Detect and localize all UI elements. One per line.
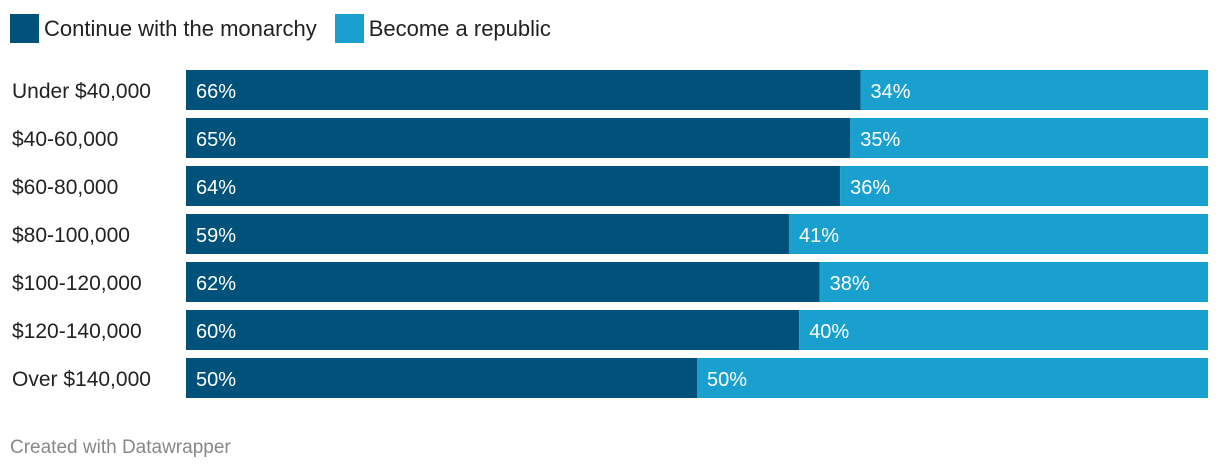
value-label-republic-60-80-000: 36% [850, 177, 890, 199]
chart-legend: Continue with the monarchy Become a repu… [10, 13, 569, 43]
bar-monarchy-40-60-000 [186, 118, 851, 158]
value-label-monarchy-over-140-000: 50% [196, 369, 236, 391]
bar-republic-60-80-000 [840, 166, 1208, 206]
value-label-republic-100-120-000: 38% [830, 273, 870, 295]
legend-swatch-monarchy [10, 13, 39, 43]
category-label-under-40-000: Under $40,000 [12, 80, 151, 103]
category-label-80-100-000: $80-100,000 [12, 224, 130, 247]
value-label-monarchy-80-100-000: 59% [196, 225, 236, 247]
bar-republic-under-40-000 [860, 70, 1208, 110]
legend-item-republic: Become a republic [334, 13, 551, 43]
value-label-republic-40-60-000: 35% [860, 129, 900, 151]
bar-monarchy-100-120-000 [186, 262, 820, 302]
value-label-monarchy-60-80-000: 64% [196, 177, 236, 199]
bar-republic-80-100-000 [788, 214, 1208, 254]
bar-monarchy-over-140-000 [186, 358, 697, 398]
bar-republic-40-60-000 [850, 118, 1208, 158]
bar-monarchy-under-40-000 [186, 70, 861, 110]
value-label-republic-80-100-000: 41% [799, 225, 839, 247]
category-label-40-60-000: $40-60,000 [12, 128, 118, 151]
value-label-republic-over-140-000: 50% [707, 369, 747, 391]
bar-monarchy-120-140-000 [186, 310, 800, 350]
category-label-60-80-000: $60-80,000 [12, 176, 118, 199]
bar-monarchy-60-80-000 [186, 166, 841, 206]
legend-label-monarchy: Continue with the monarchy [44, 15, 317, 41]
value-label-republic-under-40-000: 34% [871, 81, 911, 103]
bar-republic-100-120-000 [819, 262, 1208, 302]
category-label-100-120-000: $100-120,000 [12, 272, 142, 295]
bar-monarchy-80-100-000 [186, 214, 789, 254]
legend-item-monarchy: Continue with the monarchy [10, 13, 317, 43]
category-label-over-140-000: Over $140,000 [12, 368, 151, 391]
bar-republic-over-140-000 [697, 358, 1208, 398]
legend-label-republic: Become a republic [368, 15, 551, 41]
value-label-monarchy-under-40-000: 66% [196, 81, 236, 103]
category-label-120-140-000: $120-140,000 [12, 320, 142, 343]
value-label-monarchy-100-120-000: 62% [196, 273, 236, 295]
bar-republic-120-140-000 [799, 310, 1208, 350]
footer-credit: Created with Datawrapper [10, 437, 231, 458]
value-label-republic-120-140-000: 40% [809, 321, 849, 343]
value-label-monarchy-40-60-000: 65% [196, 129, 236, 151]
value-label-monarchy-120-140-000: 60% [196, 321, 236, 343]
legend-swatch-republic [334, 13, 364, 43]
